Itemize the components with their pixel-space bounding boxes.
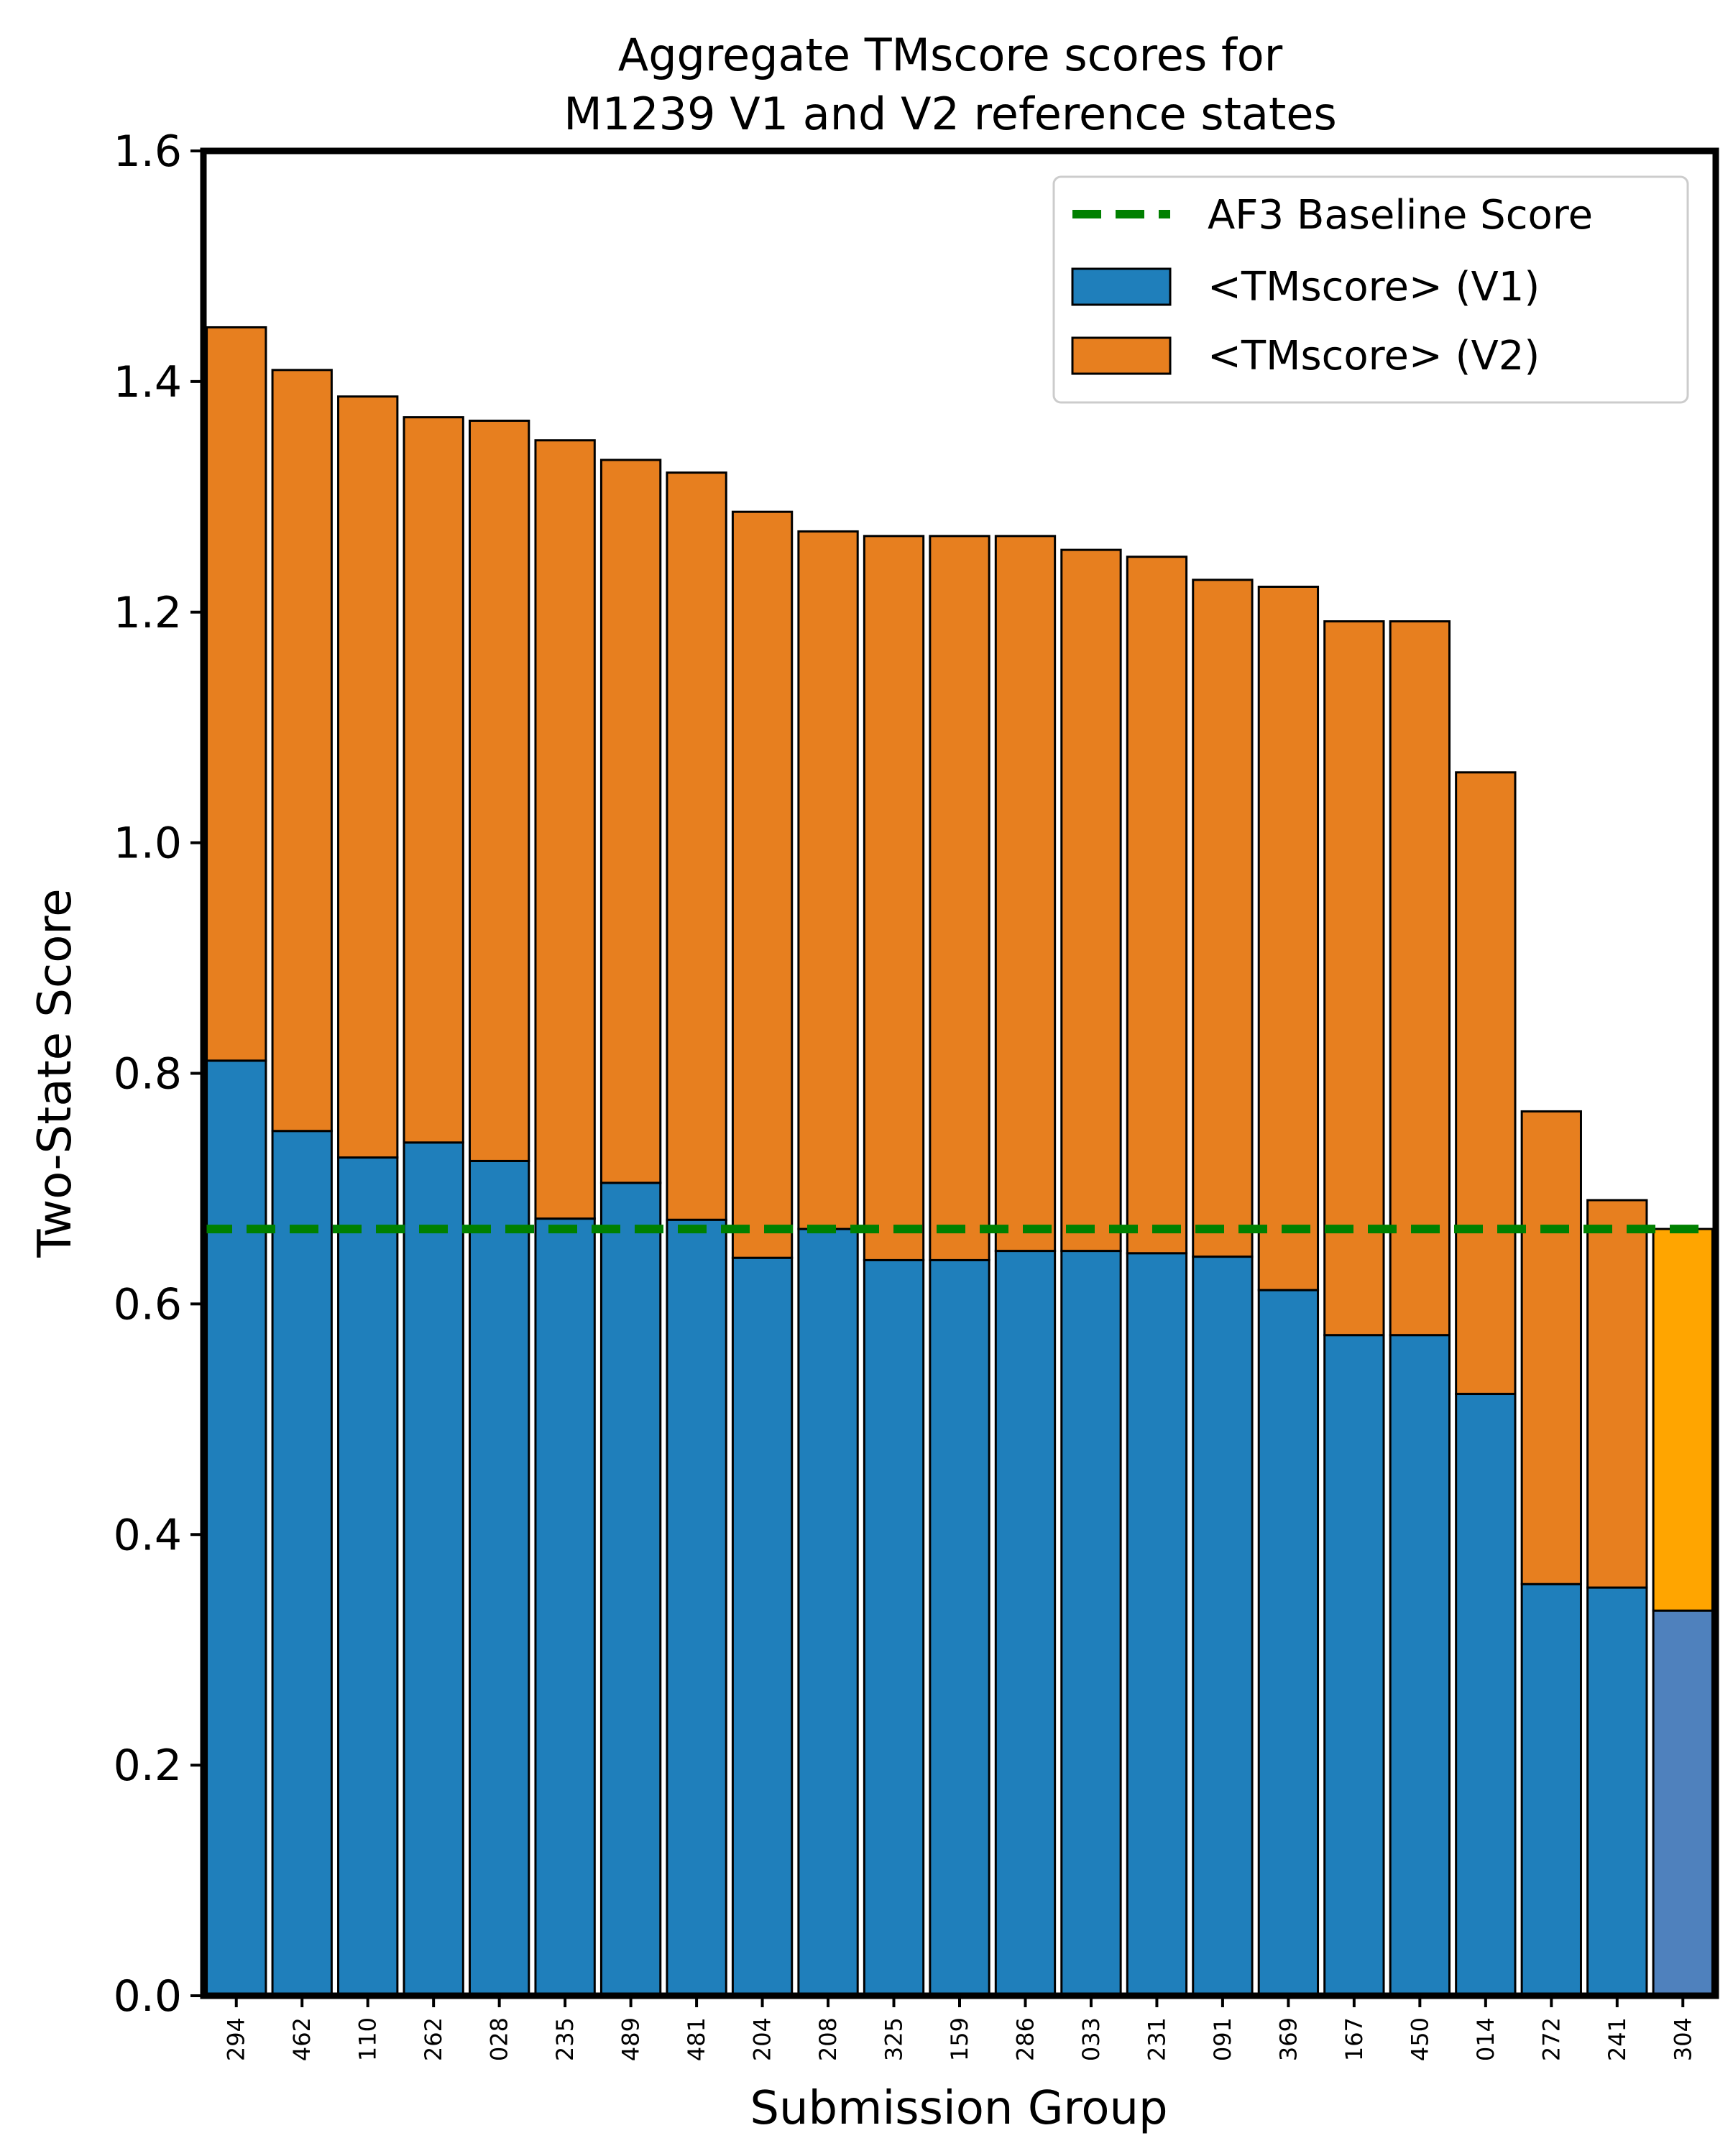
x-tick-label-304: 304 xyxy=(1669,2017,1696,2061)
x-tick-label-231: 231 xyxy=(1143,2017,1170,2061)
bar-v2-208 xyxy=(797,530,859,1230)
x-tick-label-272: 272 xyxy=(1537,2017,1565,2061)
bar-v2-167 xyxy=(1323,620,1385,1337)
bar-v2-204 xyxy=(731,510,794,1259)
y-tick-label-0.2: 0.2 xyxy=(114,1741,182,1791)
bar-v1-110 xyxy=(337,1156,399,1997)
bar-v2-481 xyxy=(666,471,727,1221)
y-tick-label-1.4: 1.4 xyxy=(114,357,182,407)
x-tick-label-262: 262 xyxy=(420,2017,447,2061)
bar-v1-033 xyxy=(1060,1250,1122,1997)
x-tick-label-091: 091 xyxy=(1209,2017,1236,2061)
bar-v1-167 xyxy=(1323,1334,1385,1997)
bar-v2-159 xyxy=(929,535,990,1261)
legend-v1-label: <TMscore> (V1) xyxy=(1208,264,1540,310)
bar-v1-231 xyxy=(1126,1252,1188,1997)
x-tick-label-450: 450 xyxy=(1406,2017,1433,2061)
x-tick-label-241: 241 xyxy=(1604,2017,1631,2061)
y-tick-label-0.0: 0.0 xyxy=(114,1971,182,2022)
x-tick-label-369: 369 xyxy=(1274,2017,1302,2061)
x-tick-label-286: 286 xyxy=(1011,2017,1039,2061)
legend-v2-label: <TMscore> (V2) xyxy=(1208,333,1540,379)
x-tick-label-235: 235 xyxy=(551,2017,579,2061)
bar-v1-369 xyxy=(1257,1289,1320,1997)
bar-v2-272 xyxy=(1520,1110,1582,1585)
chart-title: Aggregate TMscore scores for M1239 V1 an… xyxy=(564,29,1337,140)
x-tick-label-028: 028 xyxy=(486,2017,513,2061)
bar-v2-033 xyxy=(1060,548,1122,1253)
chart-title-line-1: Aggregate TMscore scores for xyxy=(618,29,1283,81)
bar-v2-231 xyxy=(1126,556,1188,1255)
bar-v1-272 xyxy=(1520,1583,1582,1997)
y-tick-label-0.4: 0.4 xyxy=(114,1510,182,1560)
bar-v2-286 xyxy=(994,535,1057,1253)
bar-v1-481 xyxy=(666,1218,727,1997)
x-tick-label-033: 033 xyxy=(1077,2017,1105,2061)
y-tick-label-1.6: 1.6 xyxy=(114,126,182,177)
bar-v2-304 xyxy=(1652,1227,1714,1612)
bars-layer xyxy=(206,326,1714,1997)
bar-v1-304 xyxy=(1652,1609,1714,1997)
y-tick-label-0.6: 0.6 xyxy=(114,1279,182,1330)
bar-v2-294 xyxy=(206,326,267,1062)
legend-v2-swatch xyxy=(1071,336,1172,375)
x-tick-label-489: 489 xyxy=(617,2017,645,2061)
bar-v1-489 xyxy=(599,1181,662,1997)
y-tick-label-1.0: 1.0 xyxy=(114,819,182,869)
x-tick-label-208: 208 xyxy=(814,2017,842,2061)
bar-v1-262 xyxy=(403,1141,464,1997)
x-tick-label-204: 204 xyxy=(749,2017,776,2061)
y-axis-title: Two-State Score xyxy=(29,888,82,1258)
bar-v1-014 xyxy=(1455,1393,1517,1997)
bar-v1-235 xyxy=(534,1217,596,1997)
y-tick-label-0.8: 0.8 xyxy=(114,1049,182,1100)
bar-v2-369 xyxy=(1257,585,1320,1291)
bar-v1-325 xyxy=(863,1258,925,1997)
bar-v2-028 xyxy=(468,419,530,1162)
bar-v2-462 xyxy=(271,369,333,1133)
bar-v1-159 xyxy=(929,1258,990,1997)
bar-v2-241 xyxy=(1586,1199,1648,1589)
bar-v2-110 xyxy=(337,395,399,1159)
x-tick-label-294: 294 xyxy=(223,2017,250,2061)
x-axis-title: Submission Group xyxy=(750,2082,1167,2135)
x-tick-label-110: 110 xyxy=(354,2017,382,2061)
bar-v1-286 xyxy=(994,1250,1057,1997)
bar-v2-489 xyxy=(599,459,662,1184)
legend-frame xyxy=(1052,175,1689,404)
chart-title-line-2: M1239 V1 and V2 reference states xyxy=(564,88,1337,140)
bar-v1-091 xyxy=(1192,1256,1254,1997)
x-tick-label-014: 014 xyxy=(1472,2017,1499,2061)
legend-v1-swatch xyxy=(1071,267,1172,306)
x-tick-label-462: 462 xyxy=(288,2017,316,2061)
bar-v2-262 xyxy=(403,416,464,1144)
bar-v1-450 xyxy=(1389,1334,1451,1997)
bar-v2-014 xyxy=(1455,771,1517,1396)
x-tick-label-167: 167 xyxy=(1341,2017,1368,2061)
bar-v1-208 xyxy=(797,1227,859,1997)
bar-v2-450 xyxy=(1389,620,1451,1337)
bar-v1-462 xyxy=(271,1130,333,1997)
bar-v1-241 xyxy=(1586,1586,1648,1997)
y-tick-label-1.2: 1.2 xyxy=(114,588,182,638)
x-tick-label-481: 481 xyxy=(683,2017,710,2061)
bar-v1-294 xyxy=(206,1059,267,1997)
bar-v2-235 xyxy=(534,439,596,1220)
bar-v2-091 xyxy=(1192,579,1254,1258)
bar-v1-028 xyxy=(468,1159,530,1997)
legend: AF3 Baseline Score <TMscore> (V1) <TMsco… xyxy=(1052,175,1689,404)
x-tick-label-159: 159 xyxy=(946,2017,973,2061)
legend-baseline-label: AF3 Baseline Score xyxy=(1208,192,1593,239)
bar-v1-204 xyxy=(731,1256,794,1997)
x-tick-label-325: 325 xyxy=(881,2017,908,2061)
ticks-layer: 0.0 0.2 0.4 0.6 0.8 1.0 1.2 1.4 1.6 294 462 110 262 0… xyxy=(114,126,1697,2061)
bar-v2-325 xyxy=(863,535,925,1261)
